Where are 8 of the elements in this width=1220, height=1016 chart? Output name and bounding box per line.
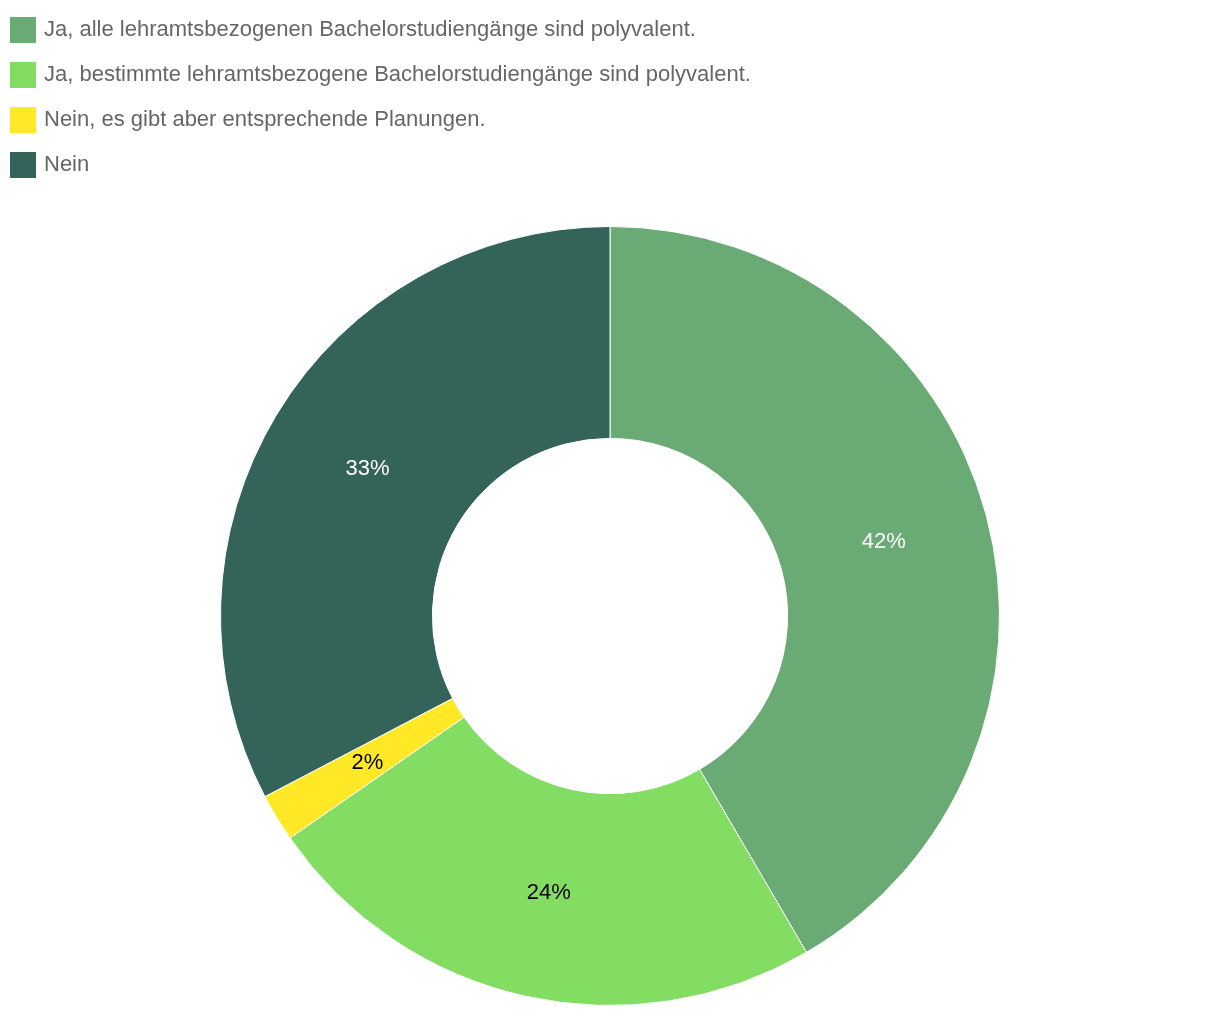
legend-label: Nein: [44, 151, 90, 177]
data-label: 2%: [351, 748, 384, 774]
legend-label: Ja, bestimmte lehramtsbezogene Bachelorstudiengänge sind polyvalent.: [44, 61, 751, 87]
legend-label: Nein, es gibt aber entsprechende Planungen.: [44, 106, 486, 132]
data-label: 33%: [345, 455, 390, 481]
data-label: 24%: [526, 878, 571, 904]
data-label: 42%: [861, 527, 906, 553]
legend-label: Ja, alle lehramtsbezogenen Bachelorstudiengänge sind polyvalent.: [44, 16, 696, 42]
